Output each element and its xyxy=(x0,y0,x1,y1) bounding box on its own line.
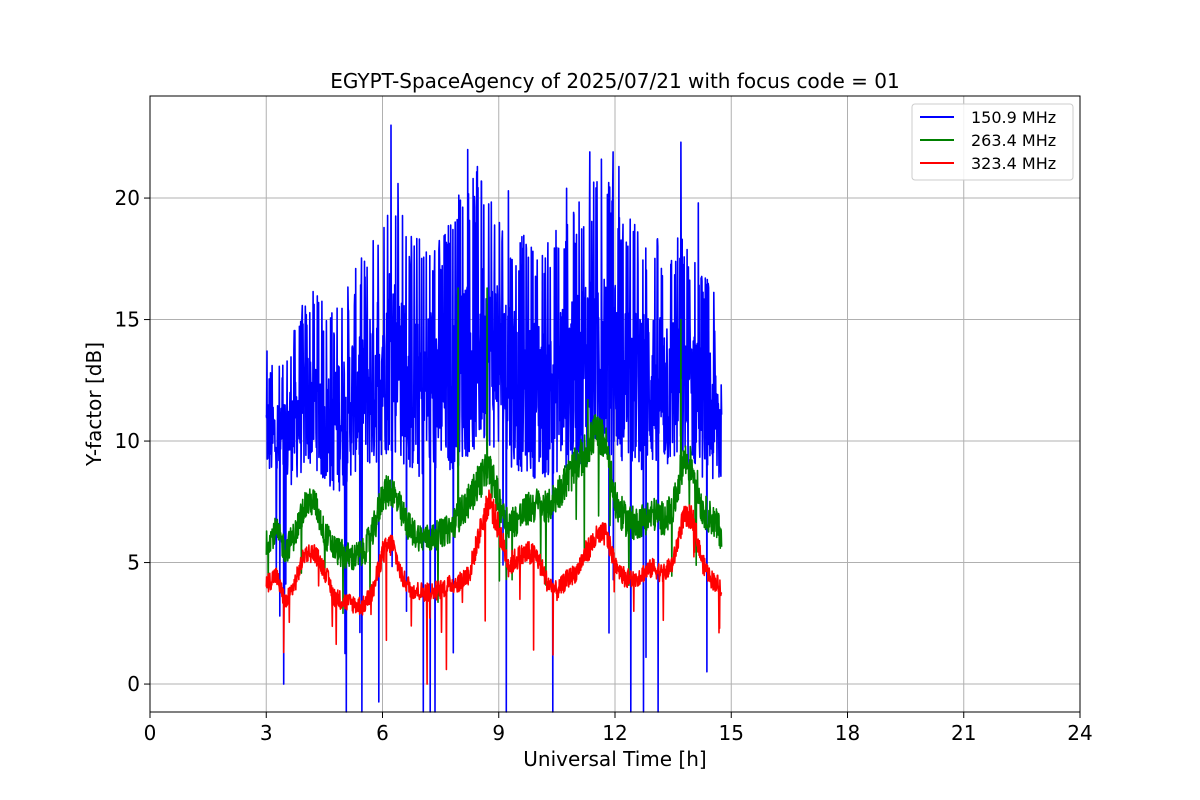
legend-label-263-4: 263.4 MHz xyxy=(971,131,1056,150)
x-tick-label: 6 xyxy=(376,721,389,745)
x-tick-label: 18 xyxy=(835,721,860,745)
x-tick-label: 0 xyxy=(144,721,157,745)
chart-title: EGYPT-SpaceAgency of 2025/07/21 with foc… xyxy=(330,69,899,93)
series-323-4-mhz xyxy=(265,489,723,685)
y-tick-label: 15 xyxy=(115,308,140,332)
x-axis-label: Universal Time [h] xyxy=(523,747,706,771)
x-tick-label: 3 xyxy=(260,721,273,745)
legend: 150.9 MHz 263.4 MHz 323.4 MHz xyxy=(911,103,1074,181)
y-tick-label: 5 xyxy=(127,551,140,575)
legend-label-323-4: 323.4 MHz xyxy=(971,154,1056,173)
y-tick-label: 20 xyxy=(115,186,140,210)
tick-layer: 0 3 6 9 12 15 18 21 24 0 5 10 15 20 xyxy=(115,186,1093,745)
x-tick-label: 12 xyxy=(602,721,627,745)
series-263-4-mhz xyxy=(265,287,723,615)
series-150-9-mhz xyxy=(265,124,723,713)
x-tick-label: 24 xyxy=(1067,721,1092,745)
y-axis-label: Y-factor [dB] xyxy=(82,342,106,467)
series-line xyxy=(265,489,723,685)
x-tick-label: 21 xyxy=(951,721,976,745)
legend-frame xyxy=(911,103,1074,181)
y-tick-label: 0 xyxy=(127,672,140,696)
x-tick-label: 15 xyxy=(719,721,744,745)
legend-label-150-9: 150.9 MHz xyxy=(971,108,1056,127)
y-tick-label: 10 xyxy=(115,429,140,453)
series-line xyxy=(265,124,723,713)
series-line xyxy=(265,287,723,615)
series-layer xyxy=(265,124,723,713)
x-tick-label: 9 xyxy=(492,721,505,745)
